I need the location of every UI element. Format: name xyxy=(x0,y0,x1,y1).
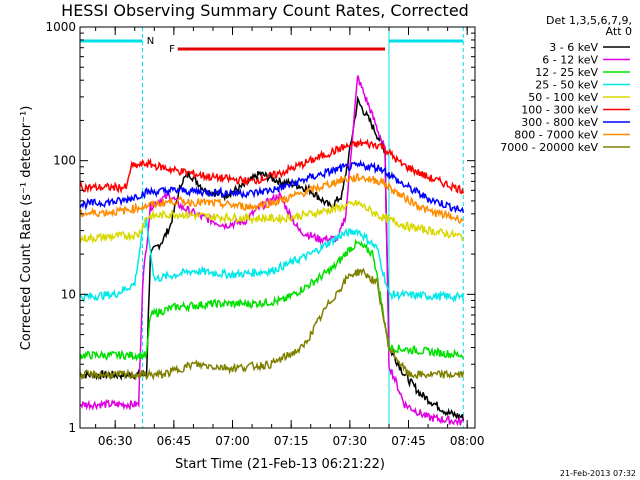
series-line-6 xyxy=(79,159,465,214)
legend-header: Att 0 xyxy=(606,25,632,38)
legend-entry-label: 3 - 6 keV xyxy=(549,41,598,54)
legend-entry-label: 25 - 50 keV xyxy=(535,79,598,92)
x-tick-label: 07:00 xyxy=(215,434,250,448)
y-tick-label: 1000 xyxy=(45,20,76,34)
footer-timestamp: 21-Feb-2013 07:32 xyxy=(560,469,636,478)
series-line-2 xyxy=(79,238,464,362)
series-line-7 xyxy=(79,172,464,224)
x-tick-label: 08:00 xyxy=(450,434,485,448)
legend-header: Det 1,3,5,6,7,9, xyxy=(546,14,632,27)
flare-flag-label: F xyxy=(169,44,175,55)
legend-entry-label: 7000 - 20000 keV xyxy=(500,141,598,154)
x-tick-label: 07:30 xyxy=(333,434,368,448)
night-flag-label: N xyxy=(147,36,154,47)
legend-entry-label: 50 - 100 keV xyxy=(528,91,598,104)
y-axis: 1 10 100 1000 xyxy=(45,20,475,435)
plot-frame xyxy=(79,26,476,429)
x-tick-label: 06:30 xyxy=(98,434,133,448)
series-line-8 xyxy=(79,267,465,381)
y-tick-label: 1 xyxy=(68,421,76,435)
x-tick-label: 07:45 xyxy=(391,434,426,448)
y-tick-label: 100 xyxy=(53,154,76,168)
x-tick-label: 06:45 xyxy=(157,434,192,448)
legend-entry-label: 6 - 12 keV xyxy=(542,54,598,67)
chart-title: HESSI Observing Summary Count Rates, Cor… xyxy=(61,1,469,20)
x-axis-label: Start Time (21-Feb-13 06:21:22) xyxy=(175,457,385,472)
plot-area: NF xyxy=(79,27,465,428)
legend-entry-label: 800 - 7000 keV xyxy=(514,129,598,142)
series-line-5 xyxy=(79,137,465,195)
series-line-4 xyxy=(79,199,464,244)
x-axis: 06:30 06:45 07:00 07:15 07:30 07:45 08:00 xyxy=(95,27,485,448)
legend-entry-label: 100 - 300 keV xyxy=(521,104,598,117)
y-tick-label: 10 xyxy=(61,287,76,301)
legend-entry-label: 300 - 800 keV xyxy=(521,116,598,129)
legend-entry-label: 12 - 25 keV xyxy=(535,66,598,79)
x-tick-label: 07:15 xyxy=(274,434,309,448)
y-axis-label: Corrected Count Rate (s⁻¹ detector⁻¹) xyxy=(19,106,34,351)
